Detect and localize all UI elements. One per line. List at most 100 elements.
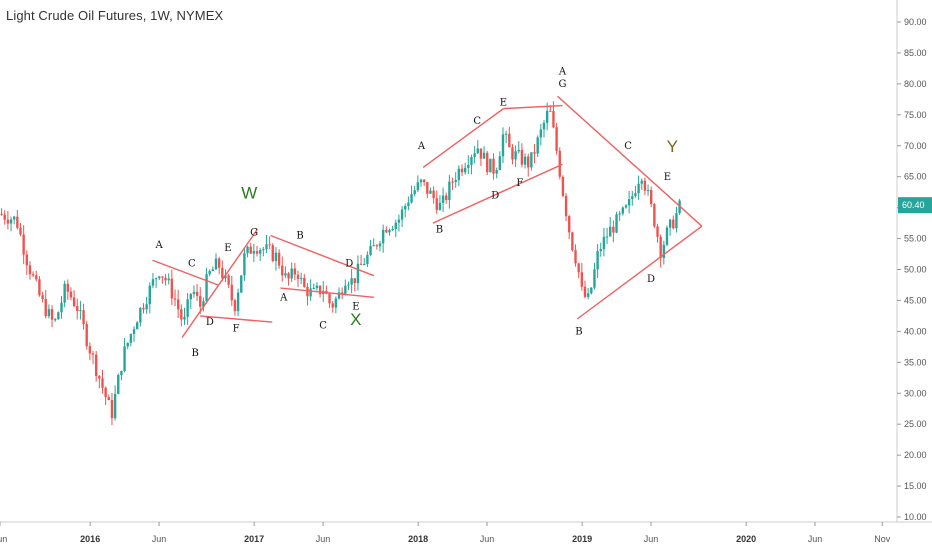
candle-body: [397, 219, 401, 223]
candle-body: [340, 292, 344, 295]
wave-label: E: [500, 98, 507, 109]
candle-body: [501, 134, 505, 157]
candle-body: [170, 278, 174, 299]
candle-body: [195, 291, 199, 296]
wave-label: E: [224, 243, 231, 254]
candle-body: [139, 307, 142, 323]
x-tick-label: Jun: [0, 534, 7, 544]
candle-body: [407, 202, 410, 207]
candle-body: [372, 245, 375, 247]
candle-body: [110, 400, 114, 419]
candle-body: [265, 244, 268, 250]
candle-body: [274, 252, 278, 262]
candle-body: [47, 309, 51, 317]
candle-body: [634, 193, 637, 197]
wave-label: A: [279, 292, 288, 303]
candle-body: [258, 250, 262, 254]
candle-body: [281, 265, 284, 276]
candle-body: [224, 275, 227, 279]
candle-body: [19, 227, 22, 235]
candle-body: [183, 316, 186, 320]
candle-body: [640, 180, 643, 184]
candle-body: [473, 153, 476, 158]
candle-body: [132, 329, 136, 335]
y-tick-label: 75.00: [904, 110, 927, 120]
candle-body: [593, 269, 596, 288]
candle-body: [28, 265, 32, 275]
price-tag-label: 60.40: [902, 200, 925, 210]
candle-body: [158, 276, 161, 279]
x-tick-label: Nov: [874, 534, 891, 544]
candle-body: [227, 275, 230, 285]
trend-line: [270, 234, 375, 277]
trend-line: [432, 163, 563, 224]
degree-label: W: [241, 183, 257, 202]
candle-body: [536, 137, 539, 154]
candle-body: [69, 291, 73, 298]
candle-body: [435, 198, 438, 210]
candle-body: [22, 234, 25, 255]
trend-line: [152, 259, 219, 286]
x-tick-label: 2019: [572, 534, 592, 544]
candle-body: [404, 206, 407, 210]
candle-body: [290, 268, 293, 279]
candle-body: [249, 246, 252, 254]
candle-body: [612, 226, 615, 233]
candle-body: [558, 150, 561, 177]
candle-body: [331, 303, 334, 308]
candle-body: [432, 190, 435, 199]
candle-body: [590, 287, 593, 294]
candle-body: [489, 158, 492, 173]
candle-body: [31, 274, 35, 276]
candle-body: [476, 148, 479, 154]
candle-body: [422, 179, 426, 183]
candle-body: [180, 309, 183, 320]
candle-body: [287, 273, 290, 279]
candle-body: [94, 354, 98, 376]
candle-body: [564, 195, 568, 217]
candle-body: [246, 246, 249, 254]
y-tick-label: 25.00: [904, 419, 927, 429]
candle-body: [520, 149, 524, 165]
y-tick-label: 65.00: [904, 172, 927, 182]
candle-body: [60, 302, 63, 313]
y-tick-label: 55.00: [904, 234, 927, 244]
candle-body: [542, 122, 546, 130]
candle-body: [50, 309, 54, 320]
wave-label: C: [319, 320, 327, 331]
x-tick-label: 2018: [408, 534, 428, 544]
candle-body: [113, 393, 117, 419]
trend-line: [422, 108, 504, 168]
candle-body: [394, 222, 397, 229]
candle-body: [479, 148, 483, 159]
candle-body: [533, 152, 536, 154]
candle-body: [202, 301, 205, 307]
candle-body: [580, 272, 584, 287]
candle-body: [293, 268, 297, 275]
chart-title: Light Crude Oil Futures, 1W, NYMEX: [6, 8, 224, 23]
wave-label: G: [250, 227, 258, 238]
wave-label: B: [575, 326, 582, 337]
candle-body: [631, 196, 634, 200]
candle-body: [277, 252, 281, 266]
wave-label: E: [664, 172, 671, 183]
trend-line: [280, 287, 374, 299]
candle-body: [577, 263, 580, 273]
candle-body: [129, 334, 133, 343]
wave-label: E: [352, 302, 359, 313]
candle-body: [189, 293, 192, 300]
candle-body: [85, 324, 88, 347]
x-tick-label: Jun: [316, 534, 331, 544]
candle-body: [675, 213, 678, 229]
degree-label: X: [350, 310, 361, 329]
candle-body: [492, 158, 495, 174]
candle-body: [101, 378, 104, 388]
x-tick-label: 2017: [244, 534, 264, 544]
candle-body: [621, 207, 625, 214]
candle-body: [44, 299, 47, 317]
candle-body: [117, 375, 120, 394]
candle-body: [255, 251, 259, 254]
wave-label: G: [558, 79, 566, 90]
candle-body: [337, 292, 341, 299]
